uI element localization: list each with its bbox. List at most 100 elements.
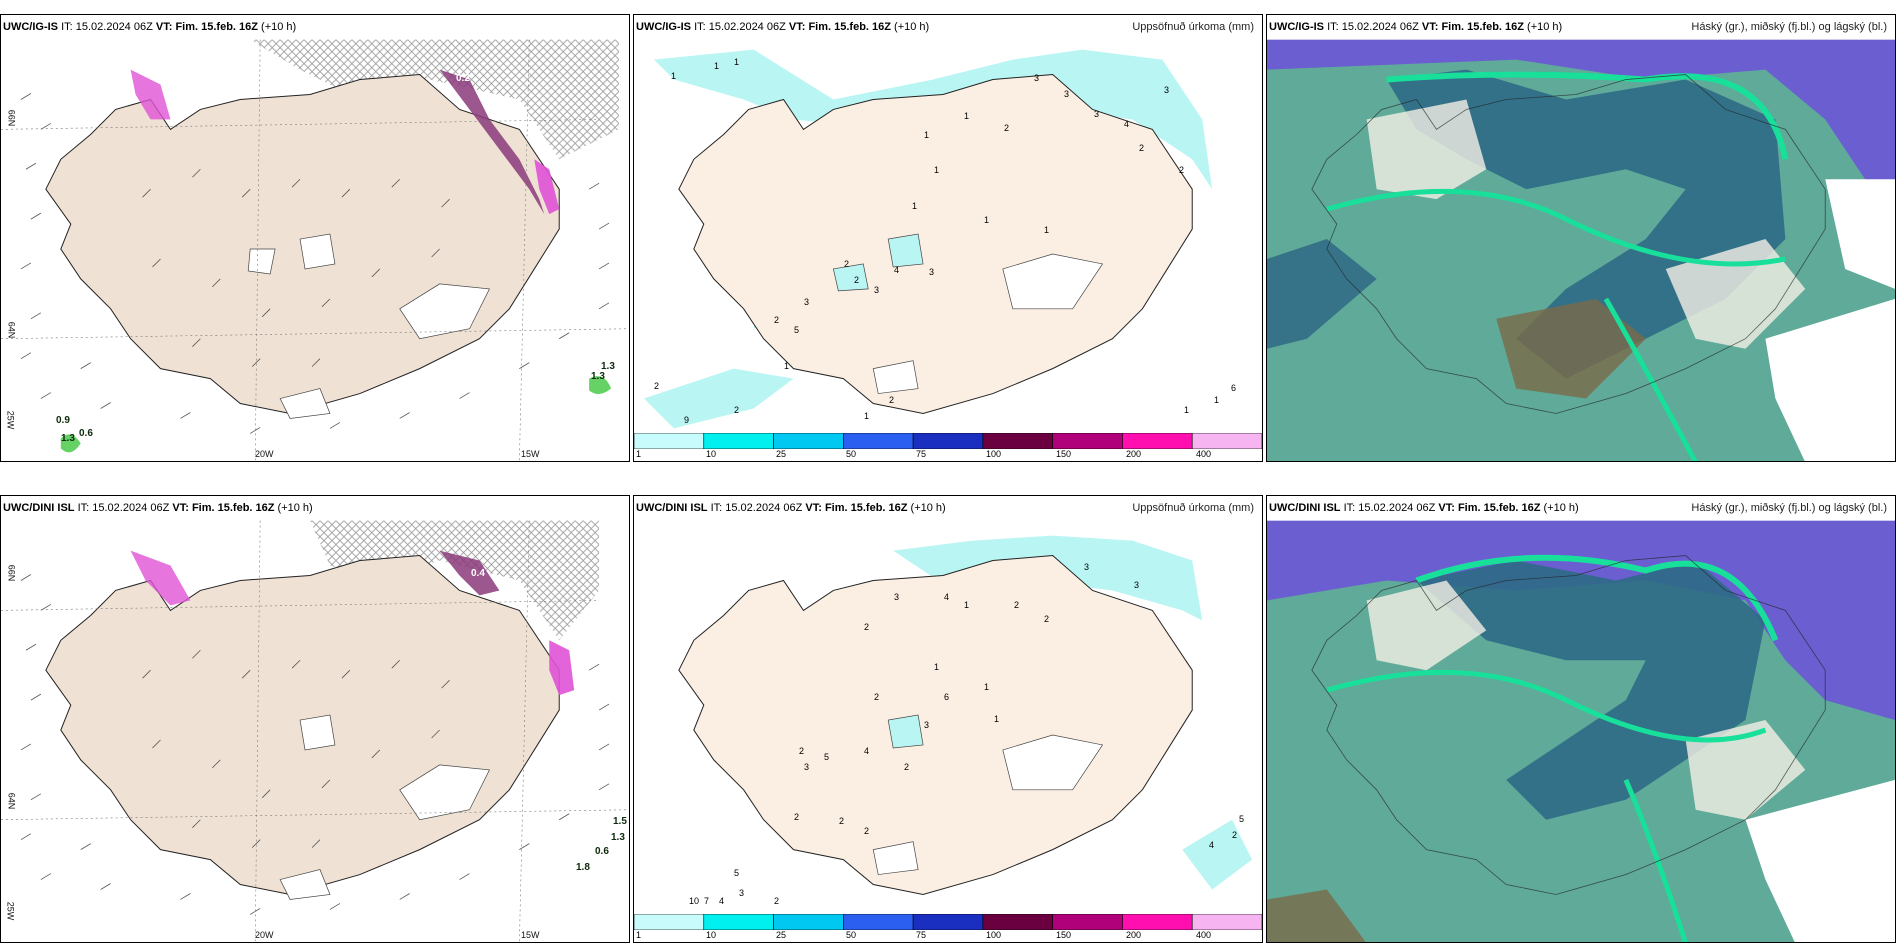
cloud-clear [1685,720,1806,820]
cloud-high-area [1496,298,1646,399]
vt-label: VT: [1438,502,1455,514]
lead-time: (+10 h) [261,21,297,33]
cloud-value: 0.4 [471,568,485,579]
precip-number: 2 [874,692,880,702]
cloud-edge [1623,778,1688,942]
precip-number: 3 [894,592,900,602]
legend-tick-label: 100 [986,930,1002,940]
hatch-area [310,520,600,641]
precip-number: 2 [854,275,860,285]
legend-swatches [634,914,1262,930]
it-label: IT: [1327,21,1339,33]
legend-swatch [982,433,1053,449]
panel-header: UWC/DINI ISL IT: 15.02.2024 06Z VT: Fim.… [1267,496,1895,520]
legend-tick-label: 10 [706,930,717,940]
cloud-mid-area [1416,560,1766,820]
legend-tick-label: 50 [846,930,857,940]
model-name: UWC/IG-IS [1269,21,1324,33]
panel-header: UWC/DINI ISL IT: 15.02.2024 06Z VT: Fim.… [634,496,1262,520]
legend-swatch [634,914,705,930]
precip-number: 1 [1044,225,1050,235]
it-value: 15.02.2024 06Z [92,502,170,514]
precip-number: 1 [864,411,870,421]
vt-value: Fim. 15.feb. 16Z [1457,502,1541,514]
hatch-area [250,39,620,160]
cloud-panel-1: UWC/IG-IS IT: 15.02.2024 06Z VT: Fim. 15… [1266,14,1896,462]
precip-number: 5 [794,325,800,335]
precip-number: 2 [654,381,660,391]
precip-number: 3 [1164,85,1170,95]
model-name: UWC/IG-IS [636,21,691,33]
precip-number: 3 [1064,89,1070,99]
precip-number: 4 [1209,840,1215,850]
lat-label-66: 66N [6,564,17,582]
legend-tick-label: 150 [1056,449,1072,459]
precip-number: 1 [734,57,740,67]
glacier [832,263,869,292]
precip-number: 2 [734,405,740,415]
cloud-value: 0.6 [595,846,609,857]
legend-tick-label: 75 [916,930,927,940]
precip-title: Uppsöfnuð úrkoma (mm) [1132,21,1254,33]
precip-number: 3 [1134,580,1140,590]
precip-number: 5 [1239,814,1245,824]
precip-legend [634,433,1262,449]
legend-tick-label: 150 [1056,930,1072,940]
cloud-value: 0.2 [456,73,470,84]
precip-number: 1 [912,201,918,211]
glacier [299,233,336,270]
it-label: IT: [710,502,723,514]
cloud-high-area [1267,889,1366,942]
lead-time: (+10 h) [894,21,930,33]
wind-map [1,39,629,461]
vt-value: Fim. 15.feb. 16Z [824,502,908,514]
precip-number: 1 [934,662,940,672]
precip-number: 2 [1004,123,1010,133]
cloud-value: 1.3 [61,433,75,444]
legend-swatch [1191,914,1262,930]
it-label: IT: [1343,502,1356,514]
lon-label-25w: 25W [5,410,16,430]
legend-swatch [843,433,914,449]
precip-panel-2: UWC/DINI ISL IT: 15.02.2024 06Z VT: Fim.… [633,495,1263,943]
legend-tick-label: 10 [706,449,717,459]
legend-tick-label: 400 [1196,449,1212,459]
glacier [399,283,490,340]
glacier [279,388,331,419]
precip-number: 1 [984,215,990,225]
precip-number: 1 [994,714,1000,724]
precip-number: 1 [1214,395,1220,405]
precip-number: 3 [1034,73,1040,83]
legend-swatch [1191,433,1262,449]
model-name: UWC/DINI ISL [3,502,75,514]
precip-area [643,368,794,429]
lead-time: (+10 h) [1527,21,1563,33]
precip-number: 1 [934,165,940,175]
legend-swatch [1052,914,1123,930]
precip-title: Uppsöfnuð úrkoma (mm) [1132,502,1254,514]
precip-number: 2 [1014,600,1020,610]
snow-band [130,69,171,120]
lon-label-20w: 20W [255,930,274,940]
cloud-clear [1366,580,1487,671]
glacier [279,869,331,900]
glacier [872,360,919,394]
cloud-edge [1326,188,1786,267]
cloud-title: Háský (gr.), miðský (fj.bl.) og lágský (… [1691,502,1887,514]
precip-number: 3 [924,720,930,730]
legend-swatch [982,914,1053,930]
cloud-edge [1415,554,1779,642]
lon-label-20w: 20W [255,449,274,459]
cloud-value: 0.6 [79,428,93,439]
precip-number: 2 [844,259,850,269]
it-label: IT: [77,502,90,514]
cloud-value: 1.8 [576,862,590,873]
precip-number: 2 [1139,143,1145,153]
cloud-value: 1.3 [601,361,615,372]
cloud-clear [1825,179,1895,289]
iceland-outline [1311,555,1826,895]
precip-map [634,39,1262,461]
cloud-map [1267,39,1895,461]
legend-tick-label: 1 [636,930,642,940]
legend-swatch [912,914,984,930]
